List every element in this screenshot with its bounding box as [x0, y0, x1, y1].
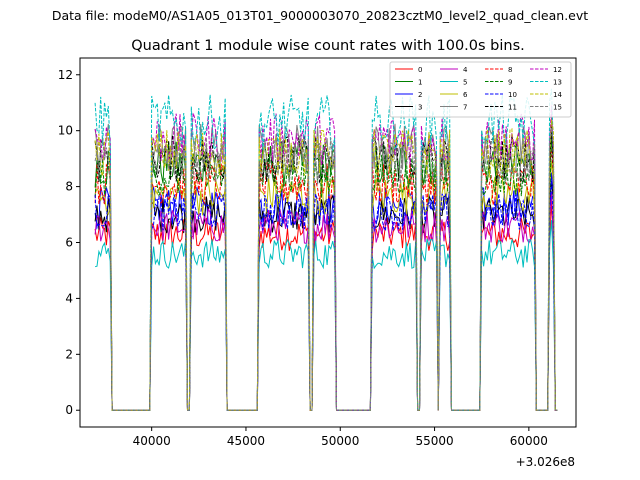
y-tick-label: 0 [65, 403, 73, 417]
x-tick-label: 40000 [133, 434, 171, 448]
legend-label-5: 5 [463, 79, 467, 87]
legend-label-3: 3 [418, 104, 422, 112]
legend-label-8: 8 [508, 66, 512, 74]
x-tick-label: 50000 [321, 434, 359, 448]
y-tick-label: 6 [65, 236, 73, 250]
legend-box [389, 61, 572, 118]
x-offset-label: +3.026e8 [516, 455, 575, 469]
legend-label-15: 15 [553, 104, 562, 112]
y-tick-label: 12 [58, 68, 73, 82]
legend-label-10: 10 [508, 91, 517, 99]
legend-label-9: 9 [508, 79, 512, 87]
x-tick-label: 55000 [415, 434, 453, 448]
x-tick-label: 60000 [510, 434, 548, 448]
series-14-line [94, 119, 558, 411]
y-tick-label: 10 [58, 124, 73, 138]
legend-label-7: 7 [463, 104, 467, 112]
x-tick-label: 45000 [227, 434, 265, 448]
legend-label-11: 11 [508, 104, 517, 112]
y-tick-label: 2 [65, 347, 73, 361]
legend-label-14: 14 [553, 91, 562, 99]
series-15-line [94, 127, 558, 411]
y-tick-label: 8 [65, 180, 73, 194]
legend-label-13: 13 [553, 79, 562, 87]
series-12-line [94, 105, 558, 411]
chart-title: Quadrant 1 module wise count rates with … [131, 38, 525, 54]
legend-label-4: 4 [463, 66, 468, 74]
series-layer [94, 88, 558, 411]
legend-label-2: 2 [418, 91, 422, 99]
legend-label-6: 6 [463, 91, 468, 99]
legend-label-0: 0 [418, 66, 422, 74]
y-tick-label: 4 [65, 291, 73, 305]
chart-suptitle: Data file: modeM0/AS1A05_013T01_90000030… [52, 8, 588, 23]
legend-label-1: 1 [418, 79, 422, 87]
legend-label-12: 12 [553, 66, 562, 74]
